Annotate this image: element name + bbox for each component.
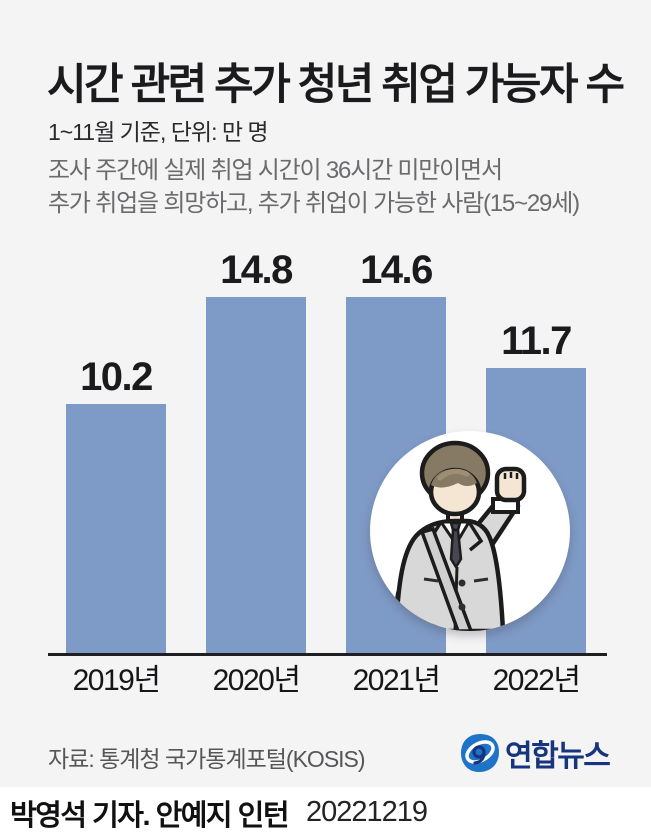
- page-title: 시간 관련 추가 청년 취업 가능자 수: [47, 61, 625, 109]
- chart-description: 조사 주간에 실제 취업 시간이 36시간 미만이면서 추가 취업을 희망하고,…: [48, 154, 580, 220]
- x-axis-tick-label: 2022년: [492, 664, 581, 697]
- x-axis-tick-label: 2019년: [72, 664, 161, 697]
- bar-2020: [206, 297, 306, 653]
- person-in-suit-icon: [389, 440, 527, 631]
- bar-value-label: 14.8: [220, 248, 293, 292]
- bar-value-label: 10.2: [80, 355, 153, 399]
- bar-group-2019: 10.2 2019년: [66, 250, 166, 697]
- description-line-1: 조사 주간에 실제 취업 시간이 36시간 미만이면서: [48, 157, 503, 184]
- bar-value-label: 11.7: [501, 319, 572, 363]
- bar-2019: [66, 404, 166, 653]
- description-line-2: 추가 취업을 희망하고, 추가 취업이 가능한 사람(15~29세): [48, 190, 580, 217]
- yonhap-globe-icon: [459, 732, 501, 774]
- credit-bar: 박영석 기자. 안예지 인턴 20221219: [0, 787, 651, 838]
- source-text: 자료: 통계청 국가통계포털(KOSIS): [48, 746, 366, 772]
- bar-group-2020: 14.8 2020년: [206, 248, 306, 697]
- reporter-credit: 박영석 기자. 안예지 인턴: [10, 799, 290, 832]
- person-illustration: [370, 431, 570, 631]
- yonhap-logo: 연합뉴스: [459, 731, 611, 775]
- publish-date: 20221219: [306, 796, 428, 828]
- yonhap-wordmark: 연합뉴스: [505, 740, 611, 773]
- x-axis-tick-label: 2021년: [352, 664, 441, 697]
- x-axis-tick-label: 2020년: [212, 664, 301, 697]
- chart-subtitle: 1~11월 기준, 단위: 만 명: [48, 119, 269, 145]
- bar-value-label: 14.6: [360, 248, 433, 292]
